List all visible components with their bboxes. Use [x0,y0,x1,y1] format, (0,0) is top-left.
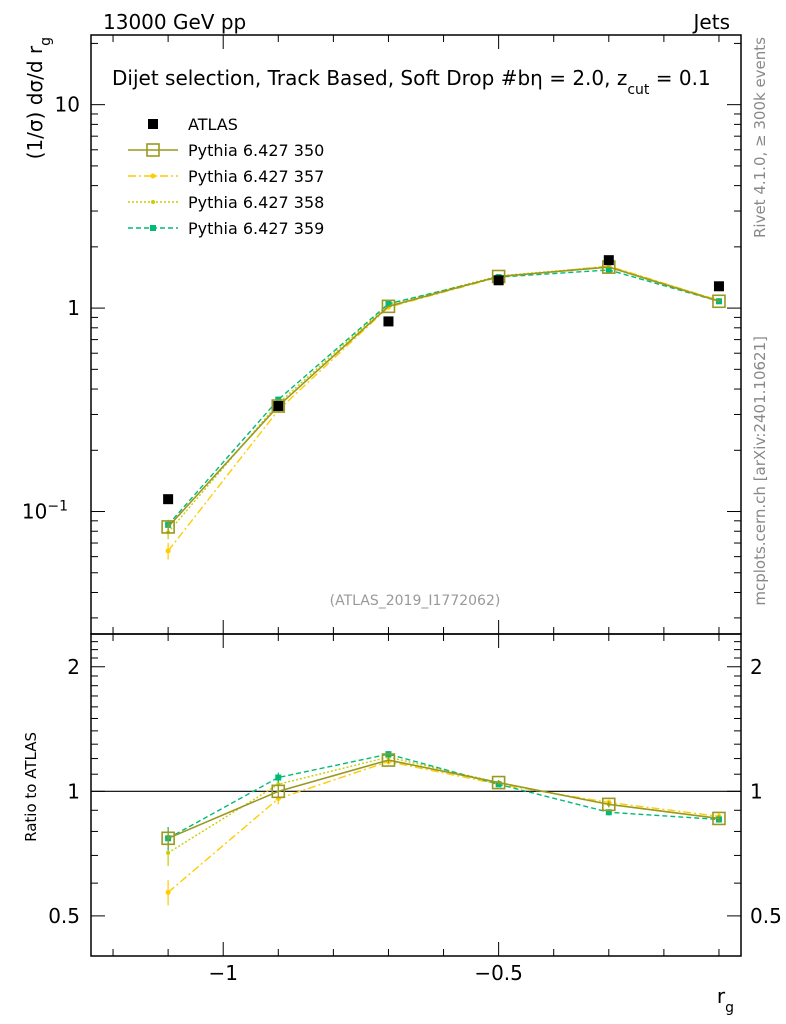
rivet-label: Rivet 4.1.0, ≥ 300k events [751,37,769,238]
x-tick-label: −1 [208,961,237,985]
data-point [165,889,171,895]
ratio-y-tick-label-right: 1 [750,779,763,803]
ratio-y-tick-label-right: 0.5 [750,904,782,928]
data-point [493,275,504,286]
analysis-label: (ATLAS_2019_I1772062) [330,593,501,609]
series-line-pythia-6-427-358 [167,265,720,533]
series-pythia-6-427-350 [161,753,726,848]
data-point [601,797,616,812]
legend-entry-pythia-6-427-357: Pythia 6.427 357 [128,167,324,186]
series-line-pythia-6-427-357 [167,760,720,893]
data-point [713,281,724,292]
data-point [383,316,394,327]
main-y-axis-label: (1/σ) dσ/d rg [23,37,54,159]
y-tick-label: 1 [67,296,80,320]
data-point [271,399,286,413]
y-tick-label: 10 [55,93,80,117]
legend-label: ATLAS [188,115,238,134]
mcplots-label: mcplots.cern.ch [arXiv:2401.10621] [751,336,769,606]
data-point [385,300,392,307]
legend-label: Pythia 6.427 358 [188,193,324,212]
series-line-pythia-6-427-358 [167,756,720,854]
legend: ATLAS Pythia 6.427 350 Pythia 6.427 357 Pyt… [128,115,324,238]
ratio-y-tick-label: 0.5 [48,904,80,928]
ratio-plot-frame [90,633,742,957]
data-point [275,774,282,781]
data-point [381,753,396,767]
legend-marker [150,173,156,179]
legend-marker [150,225,156,231]
series-pythia-6-427-358 [166,264,721,540]
ratio-series-group [161,751,726,906]
ratio-axis-ticks: −1 −0.5 0.5 0.5 1 1 2 2 [48,633,782,985]
data-point [165,548,171,554]
data-point [273,401,284,412]
y-tick-label: 10−1 [22,499,68,524]
ratio-y-tick-label: 2 [67,655,80,679]
data-point [381,299,396,314]
legend-label: Pythia 6.427 359 [188,219,324,238]
data-point [161,831,175,846]
data-point [166,850,171,855]
legend-entry-pythia-6-427-359: Pythia 6.427 359 [128,219,324,238]
legend-entry-atlas: ATLAS [148,115,238,134]
ratio-y-axis-label: Ratio to ATLAS [22,732,40,842]
main-series-group [161,255,726,560]
legend-entry-pythia-6-427-358: Pythia 6.427 358 [128,193,324,212]
chart-title: Dijet selection, Track Based, Soft Drop … [112,66,711,98]
legend-label: Pythia 6.427 350 [188,141,324,160]
series-line-pythia-6-427-350 [167,266,720,528]
x-tick-label: −0.5 [474,961,523,985]
main-axis-ticks: 10−1 1 10 [22,35,741,634]
data-point [712,294,726,309]
series-pythia-6-427-357 [165,263,722,560]
data-point [712,811,726,826]
ratio-y-tick-label-right: 2 [750,655,763,679]
series-atlas [163,255,724,505]
series-pythia-6-427-359 [165,751,722,851]
series-pythia-6-427-357 [165,758,722,906]
series-line-pythia-6-427-357 [167,265,720,552]
series-line-pythia-6-427-350 [167,759,720,840]
series-pythia-6-427-359 [165,266,722,531]
legend-entry-pythia-6-427-350: Pythia 6.427 350 [128,141,324,160]
series-line-pythia-6-427-359 [167,269,720,526]
data-point [491,775,506,790]
x-axis-label: rg [717,984,734,1016]
series-pythia-6-427-350 [161,260,726,534]
legend-marker [148,119,158,129]
ratio-frame-box [90,633,742,957]
data-point [271,784,286,799]
series-line-pythia-6-427-359 [167,753,720,839]
ratio-y-tick-label: 1 [67,779,80,803]
legend-marker [146,143,160,157]
process-label: Jets [692,10,730,34]
data-point [605,809,612,816]
data-point [603,255,614,266]
energy-label: 13000 GeV pp [103,10,246,34]
legend-label: Pythia 6.427 357 [188,167,324,186]
data-point [163,494,174,505]
data-point [605,266,612,273]
legend-marker [151,200,155,204]
data-point [161,520,175,534]
